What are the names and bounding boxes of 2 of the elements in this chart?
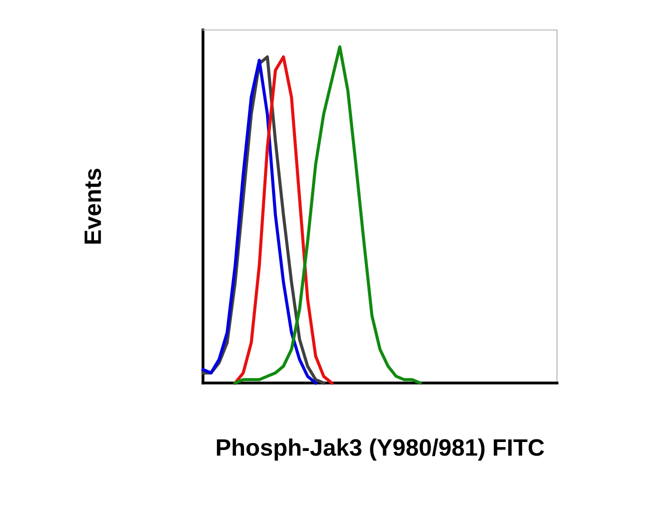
x-axis-title: Phosph-Jak3 (Y980/981) FITC [216, 438, 544, 461]
y-axis-title: Events [84, 168, 102, 244]
